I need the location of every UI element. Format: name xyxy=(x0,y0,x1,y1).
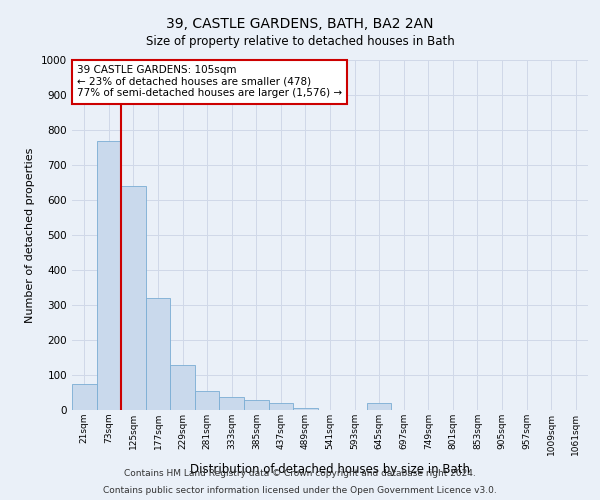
Bar xyxy=(195,391,220,410)
Bar xyxy=(367,403,391,410)
Bar xyxy=(170,364,195,410)
Text: Size of property relative to detached houses in Bath: Size of property relative to detached ho… xyxy=(146,35,454,48)
Text: Contains public sector information licensed under the Open Government Licence v3: Contains public sector information licen… xyxy=(103,486,497,495)
Bar xyxy=(269,403,293,410)
Text: 39, CASTLE GARDENS, BATH, BA2 2AN: 39, CASTLE GARDENS, BATH, BA2 2AN xyxy=(166,18,434,32)
Bar xyxy=(293,408,318,410)
Bar xyxy=(97,140,121,410)
Y-axis label: Number of detached properties: Number of detached properties xyxy=(25,148,35,322)
Text: 39 CASTLE GARDENS: 105sqm
← 23% of detached houses are smaller (478)
77% of semi: 39 CASTLE GARDENS: 105sqm ← 23% of detac… xyxy=(77,66,342,98)
X-axis label: Distribution of detached houses by size in Bath: Distribution of detached houses by size … xyxy=(190,463,470,476)
Bar xyxy=(121,186,146,410)
Text: Contains HM Land Registry data © Crown copyright and database right 2024.: Contains HM Land Registry data © Crown c… xyxy=(124,468,476,477)
Bar xyxy=(220,396,244,410)
Bar xyxy=(72,384,97,410)
Bar xyxy=(146,298,170,410)
Bar xyxy=(244,400,269,410)
